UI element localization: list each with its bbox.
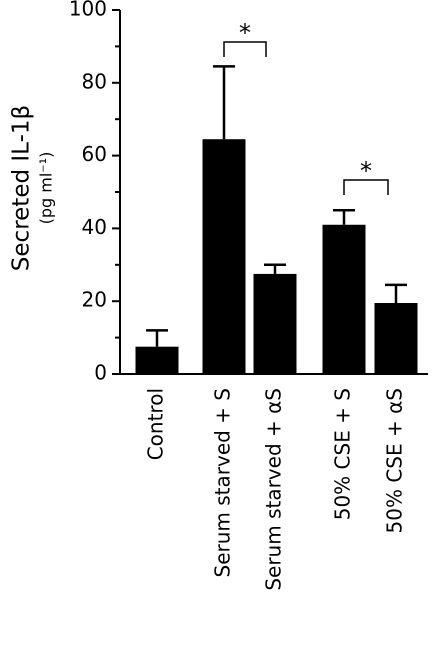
y-axis-unit: (pg ml⁻¹) — [37, 152, 56, 225]
x-tick-label: Control — [144, 388, 168, 460]
x-tick-label: 50% CSE + S — [331, 388, 355, 520]
y-tick-label: 60 — [82, 142, 107, 166]
y-tick-label: 20 — [82, 288, 107, 312]
significance-bracket — [223, 41, 267, 57]
y-axis-label: Secreted IL-1β — [9, 105, 35, 271]
y-tick-label: 0 — [94, 361, 107, 385]
significance-bracket — [343, 179, 389, 195]
significance-label: * — [239, 19, 251, 47]
x-tick-label: 50% CSE + αS — [383, 388, 407, 533]
y-tick-label: 100 — [69, 0, 107, 21]
y-tick-label: 80 — [82, 69, 107, 93]
significance-label: * — [360, 157, 372, 185]
bar — [202, 139, 246, 374]
x-tick-label: Serum starved + αS — [262, 388, 286, 591]
bar — [374, 303, 418, 374]
bar — [253, 273, 297, 374]
bar — [135, 346, 179, 374]
bar — [322, 224, 366, 374]
x-tick-label: Serum starved + S — [211, 388, 235, 577]
y-tick-label: 40 — [82, 215, 107, 239]
